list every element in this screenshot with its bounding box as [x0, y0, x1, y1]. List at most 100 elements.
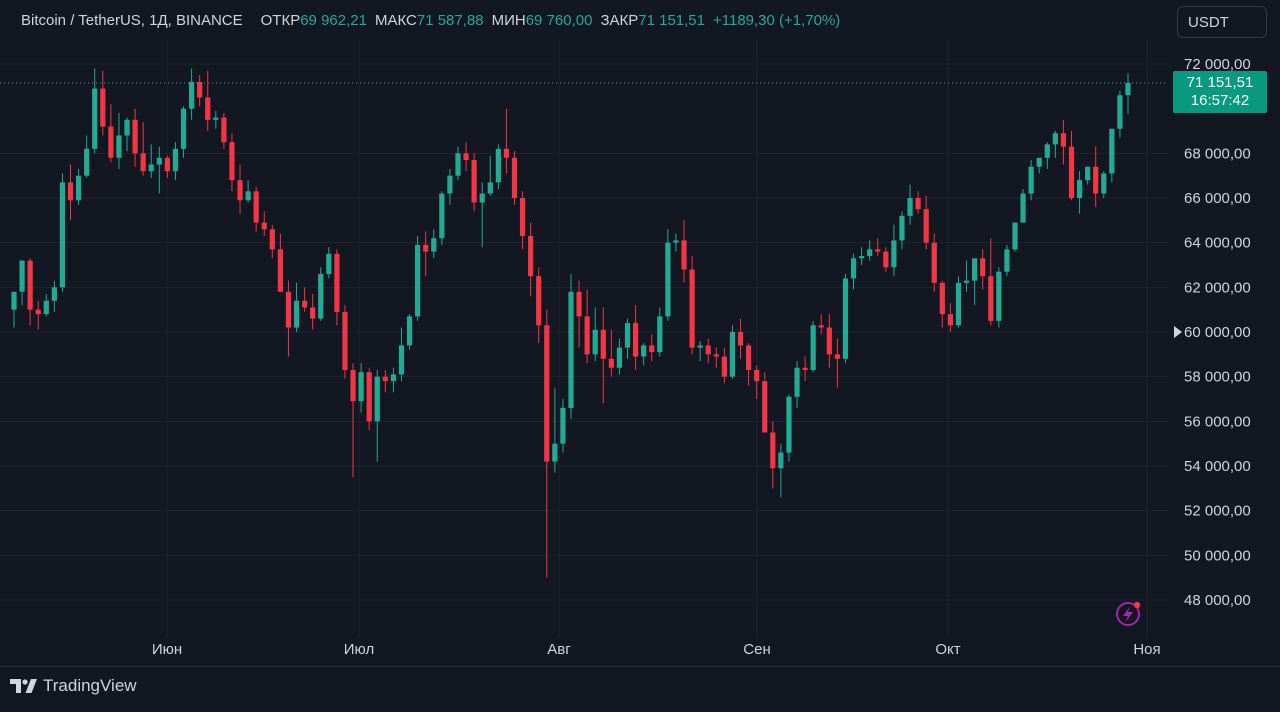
change-value: +1189,30 (+1,70%): [712, 12, 841, 29]
close-value: 71 151,51: [638, 12, 705, 29]
y-tick-label: 56 000,00: [1184, 413, 1251, 430]
candle-body: [519, 198, 526, 236]
candle-body: [350, 369, 356, 402]
candle-body: [75, 175, 82, 201]
candle-body: [891, 240, 897, 268]
symbol-legend: Bitcoin / TetherUS, 1Д, BINANCE ОТКР 69 …: [21, 12, 840, 32]
candle-body: [205, 97, 211, 120]
candle-body: [116, 135, 122, 158]
candle-body: [1036, 157, 1042, 167]
candle-body: [576, 291, 582, 317]
candle-body: [794, 367, 800, 397]
candle-body: [269, 229, 275, 250]
candle-body: [786, 396, 792, 453]
lightning-alert-icon[interactable]: [1116, 601, 1141, 626]
candle-body: [237, 180, 243, 201]
candle-body: [729, 332, 736, 377]
candle-body: [1093, 166, 1099, 194]
candle-body: [907, 198, 913, 216]
x-tick-label: Авг: [547, 641, 571, 658]
candle-body: [366, 372, 372, 422]
candle-body: [463, 153, 469, 161]
x-tick-label: Ноя: [1133, 641, 1160, 658]
brand-name: TradingView: [43, 676, 137, 695]
candle-body: [1101, 173, 1107, 194]
candle-body: [875, 249, 881, 252]
candle-body: [778, 452, 784, 469]
candle-body: [697, 345, 703, 348]
candle-body: [197, 81, 203, 98]
candle-body: [1060, 133, 1067, 147]
candle-body: [51, 287, 57, 301]
currency-button[interactable]: USDT: [1177, 6, 1267, 38]
candle-body: [1109, 128, 1115, 174]
candle-body: [455, 153, 461, 176]
candle-body: [406, 316, 413, 346]
candle-body: [213, 117, 219, 120]
candle-body: [818, 325, 824, 328]
x-tick-label: Июн: [152, 641, 182, 658]
candle-body: [487, 182, 493, 194]
candle-body: [649, 345, 655, 353]
candle-body: [568, 291, 574, 408]
candle-body: [1020, 193, 1026, 223]
symbol-title[interactable]: Bitcoin / TetherUS, 1Д, BINANCE: [21, 12, 243, 29]
candle-body: [963, 280, 970, 283]
candle-body: [641, 345, 647, 357]
candle-body: [560, 407, 566, 444]
candle-body: [229, 142, 235, 181]
candle-body: [899, 215, 905, 241]
candle-body: [374, 376, 380, 422]
candle-body: [713, 354, 719, 357]
high-label: МАКС: [374, 12, 417, 29]
candle-body: [883, 251, 889, 268]
candle-body: [665, 242, 671, 317]
candle-body: [503, 148, 510, 158]
candle-body: [1125, 82, 1131, 96]
candle-body: [495, 148, 501, 183]
last-price-badge: 71 151,51 16:57:42: [1173, 71, 1267, 113]
candle-body: [43, 300, 49, 315]
candle-body: [972, 258, 978, 281]
candle-body: [423, 244, 429, 252]
candle-body: [931, 242, 937, 283]
candle-body: [1085, 166, 1091, 181]
candle-body: [802, 367, 808, 370]
candle-body: [67, 182, 74, 201]
candle-body: [859, 256, 865, 259]
candle-body: [27, 260, 33, 310]
candle-body: [398, 345, 405, 375]
candle-body: [923, 209, 929, 243]
candle-body: [1052, 133, 1058, 145]
candle-body: [1004, 249, 1010, 272]
candle-body: [955, 282, 962, 326]
candle-body: [745, 345, 752, 370]
candle-body: [285, 291, 292, 328]
candle-body: [770, 432, 776, 469]
candle-body: [584, 316, 590, 355]
candle-body: [528, 235, 534, 277]
candle-body: [382, 376, 388, 382]
x-tick-label: Июл: [344, 641, 374, 658]
candle-body: [536, 276, 542, 326]
candle-body: [59, 182, 66, 288]
candle-body: [721, 356, 727, 377]
candle-body: [592, 329, 598, 355]
candle-body: [834, 354, 840, 359]
candle-body: [842, 278, 849, 359]
tradingview-logo[interactable]: TradingView: [10, 676, 137, 696]
y-tick-label: 66 000,00: [1184, 190, 1251, 207]
low-value: 69 760,00: [525, 12, 593, 29]
candle-body: [302, 300, 308, 308]
candle-body: [1044, 144, 1050, 158]
candle-body: [600, 329, 606, 359]
candle-body: [810, 325, 816, 370]
candle-body: [334, 253, 340, 312]
high-value: 71 587,88: [416, 12, 484, 29]
candle-body: [737, 332, 744, 346]
candle-body: [19, 260, 25, 292]
candle-body: [261, 222, 267, 230]
candle-body: [689, 269, 695, 348]
